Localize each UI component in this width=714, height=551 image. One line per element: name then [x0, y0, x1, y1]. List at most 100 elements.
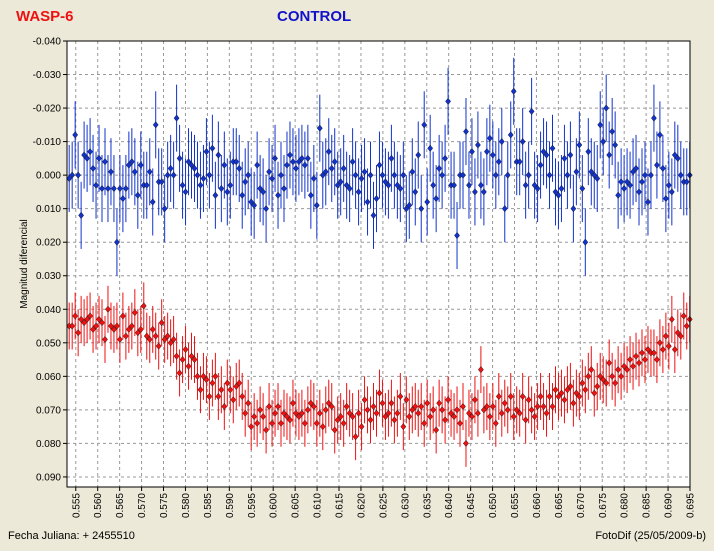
target-point — [498, 409, 505, 417]
control-point — [305, 154, 311, 162]
control-point — [134, 191, 141, 199]
target-point — [439, 406, 445, 414]
control-point — [475, 141, 481, 149]
control-point — [481, 188, 487, 196]
target-point — [331, 426, 338, 434]
target-point — [457, 419, 463, 427]
control-point — [373, 195, 380, 203]
control-point — [489, 151, 496, 159]
control-point — [454, 231, 460, 240]
target-point — [123, 332, 129, 340]
target-point — [316, 409, 323, 417]
control-point — [137, 161, 144, 169]
control-point — [325, 148, 332, 156]
target-point — [624, 366, 630, 374]
control-point — [164, 171, 171, 179]
target-point — [418, 403, 425, 411]
target-point — [194, 372, 201, 380]
control-point — [260, 188, 266, 196]
control-point — [507, 131, 514, 139]
target-point — [281, 409, 287, 417]
control-point — [227, 181, 234, 189]
control-point — [525, 171, 532, 179]
control-point — [72, 131, 79, 139]
control-point — [391, 171, 398, 179]
target-point — [555, 392, 562, 400]
target-point — [427, 413, 434, 421]
control-point — [409, 168, 416, 176]
target-point — [364, 406, 371, 414]
x-tick-label: 0.660 — [532, 493, 543, 518]
control-point — [352, 171, 359, 179]
target-point — [287, 416, 293, 424]
target-point — [651, 349, 657, 357]
target-point — [149, 325, 156, 333]
control-point — [665, 181, 672, 189]
x-tick-label: 0.690 — [664, 493, 675, 518]
target-point — [484, 403, 490, 411]
control-point — [585, 148, 592, 156]
control-point — [87, 148, 93, 156]
control-point — [331, 158, 338, 166]
x-tick-label: 0.575 — [159, 493, 170, 518]
control-point — [322, 168, 329, 176]
target-point — [69, 322, 76, 330]
target-point — [478, 366, 484, 374]
control-point — [361, 168, 368, 176]
x-tick-label: 0.650 — [488, 493, 499, 518]
target-point — [310, 403, 317, 411]
control-point — [263, 205, 269, 213]
target-point — [409, 406, 416, 414]
target-point — [90, 325, 96, 333]
target-point — [337, 413, 344, 421]
control-point — [460, 171, 466, 179]
target-point — [412, 403, 419, 411]
control-point — [663, 195, 669, 203]
target-point — [495, 392, 502, 400]
target-point — [573, 389, 580, 397]
target-point — [373, 409, 380, 417]
control-point — [504, 171, 511, 179]
control-point — [406, 201, 413, 209]
control-point — [552, 188, 559, 196]
target-point — [111, 325, 117, 333]
control-point — [624, 178, 630, 186]
control-point — [266, 168, 272, 176]
control-point — [573, 168, 580, 176]
control-point — [498, 138, 505, 146]
target-point — [370, 403, 377, 411]
control-point — [99, 185, 105, 193]
target-point — [269, 419, 275, 427]
x-tick-label: 0.595 — [247, 493, 258, 518]
control-point — [606, 151, 613, 159]
control-point — [400, 171, 407, 179]
target-point — [143, 332, 150, 340]
target-point — [543, 409, 550, 417]
control-point — [451, 181, 457, 189]
control-point — [543, 151, 550, 159]
control-point — [415, 151, 422, 159]
y-tick-label: -0.020 — [33, 104, 62, 115]
target-point — [382, 413, 389, 421]
control-point — [188, 161, 195, 169]
control-point — [197, 181, 204, 189]
target-point — [501, 399, 508, 407]
target-point — [549, 403, 556, 411]
target-point — [126, 325, 132, 333]
target-point — [105, 305, 111, 313]
control-point — [218, 185, 225, 193]
target-point — [227, 386, 234, 394]
target-point — [203, 376, 210, 384]
target-point — [209, 379, 216, 387]
target-point — [102, 335, 108, 343]
control-point — [146, 168, 153, 176]
control-point — [343, 181, 350, 189]
target-point — [251, 413, 258, 421]
control-point — [442, 154, 448, 162]
y-tick-label: 0.080 — [36, 439, 61, 450]
control-point — [594, 174, 601, 183]
plot-border — [66, 40, 691, 488]
control-point — [469, 148, 475, 156]
target-point — [367, 416, 374, 424]
